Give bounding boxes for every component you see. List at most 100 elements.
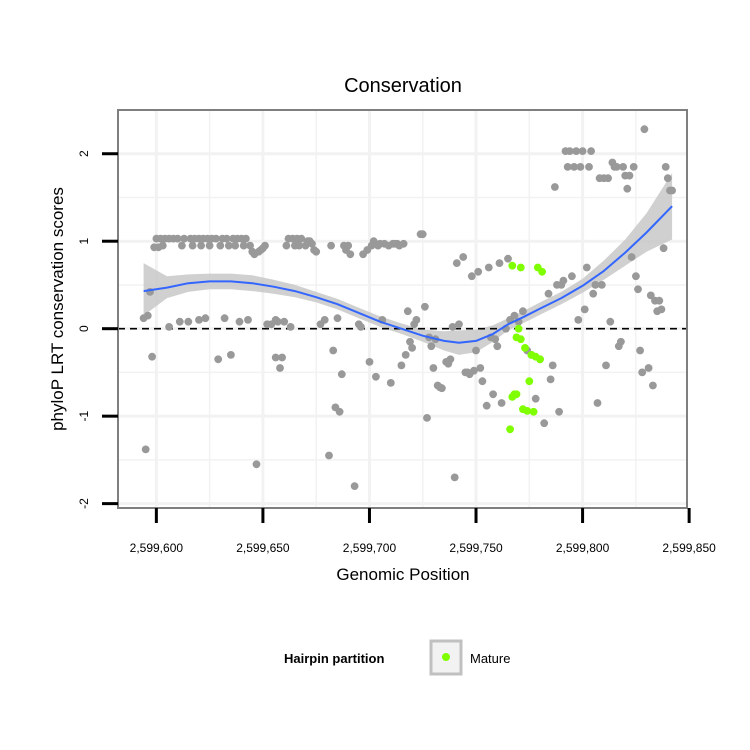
- other-point: [180, 234, 189, 243]
- x-axis-title: Genomic Position: [336, 565, 469, 584]
- other-point: [280, 317, 289, 326]
- smooth-line: [143, 205, 673, 344]
- other-point: [476, 364, 485, 372]
- other-point: [418, 230, 427, 239]
- other-point: [158, 241, 167, 250]
- other-point: [504, 254, 512, 263]
- other-point: [397, 361, 406, 370]
- legend-mature-marker: [442, 653, 450, 661]
- other-point: [593, 399, 602, 407]
- other-point: [297, 234, 306, 243]
- other-point: [627, 253, 636, 261]
- other-point: [510, 311, 519, 320]
- other-point: [239, 241, 248, 250]
- other-point: [551, 183, 559, 191]
- chart-title: Conservation: [344, 75, 462, 97]
- other-point: [591, 281, 600, 289]
- other-point: [657, 305, 666, 314]
- y-tick-label: -2: [77, 498, 91, 509]
- panel-background: [118, 110, 687, 508]
- other-point: [173, 234, 182, 243]
- y-tick-label: -1: [77, 411, 91, 422]
- mature-point: [508, 261, 517, 270]
- other-point: [612, 163, 621, 171]
- other-point: [195, 316, 203, 324]
- other-point: [580, 305, 589, 314]
- other-point: [423, 414, 431, 422]
- other-point: [227, 351, 235, 359]
- other-point: [273, 317, 282, 326]
- other-point: [329, 346, 338, 355]
- other-point: [623, 184, 632, 193]
- mature-point: [516, 335, 525, 344]
- other-point: [646, 291, 655, 300]
- other-point: [286, 323, 295, 331]
- other-point: [357, 323, 365, 331]
- other-point: [438, 384, 446, 393]
- y-tick-label: 0: [77, 325, 91, 332]
- other-point: [604, 174, 612, 183]
- x-tick-label: 2,599,600: [130, 541, 184, 555]
- other-point: [220, 314, 229, 323]
- mature-point: [538, 267, 546, 276]
- other-point: [406, 337, 414, 346]
- other-point: [399, 239, 408, 248]
- y-tick-label: 2: [77, 150, 91, 157]
- other-point: [467, 272, 476, 281]
- other-point: [325, 451, 333, 460]
- other-point: [582, 263, 591, 272]
- legend-title: Hairpin partition: [284, 651, 384, 666]
- x-tick-label: 2,599,850: [662, 541, 716, 555]
- y-axis-title: phyloP LRT conservation scores: [48, 187, 67, 431]
- other-point: [222, 234, 231, 243]
- other-point: [644, 364, 653, 372]
- other-point: [497, 399, 506, 407]
- other-point: [544, 289, 553, 298]
- mature-point: [521, 344, 529, 352]
- mature-point: [525, 377, 534, 386]
- other-point: [224, 241, 233, 250]
- smooth-layer: [143, 205, 673, 344]
- other-point: [327, 241, 335, 250]
- other-point: [472, 346, 480, 355]
- other-point: [344, 241, 353, 250]
- other-point: [365, 358, 374, 366]
- other-point: [617, 337, 625, 346]
- x-tick-label: 2,599,800: [556, 541, 610, 555]
- other-point: [519, 307, 527, 316]
- other-point: [632, 272, 640, 281]
- point-layer: [139, 125, 676, 490]
- other-point: [649, 381, 657, 390]
- other-point: [625, 171, 634, 180]
- x-tick-label: 2,599,750: [449, 541, 503, 555]
- other-point: [655, 296, 664, 305]
- panel-border: [117, 109, 688, 509]
- other-point: [335, 407, 344, 416]
- mature-point: [516, 263, 525, 272]
- other-point: [446, 355, 455, 364]
- other-point: [452, 259, 461, 267]
- other-point: [474, 267, 483, 276]
- mature-point: [506, 425, 514, 434]
- legend: Hairpin partition Mature: [284, 639, 510, 676]
- other-point: [640, 125, 649, 134]
- other-point: [563, 163, 572, 171]
- other-point: [570, 163, 578, 171]
- y-axis: -2 -1 0 1 2: [77, 150, 118, 509]
- other-point: [312, 247, 321, 256]
- other-point: [276, 364, 284, 372]
- other-point: [493, 342, 502, 351]
- other-point: [205, 241, 214, 250]
- other-point: [408, 344, 416, 352]
- other-point: [634, 285, 642, 294]
- other-point: [489, 390, 497, 399]
- other-point: [214, 355, 223, 364]
- other-point: [548, 361, 557, 370]
- other-point: [282, 241, 291, 250]
- plot-panel: [117, 109, 688, 509]
- other-point: [178, 241, 186, 250]
- other-point: [235, 317, 244, 326]
- other-point: [585, 163, 593, 171]
- other-point: [589, 289, 598, 298]
- x-axis: 2,599,600 2,599,650 2,599,700 2,599,750 2,59…: [130, 508, 716, 555]
